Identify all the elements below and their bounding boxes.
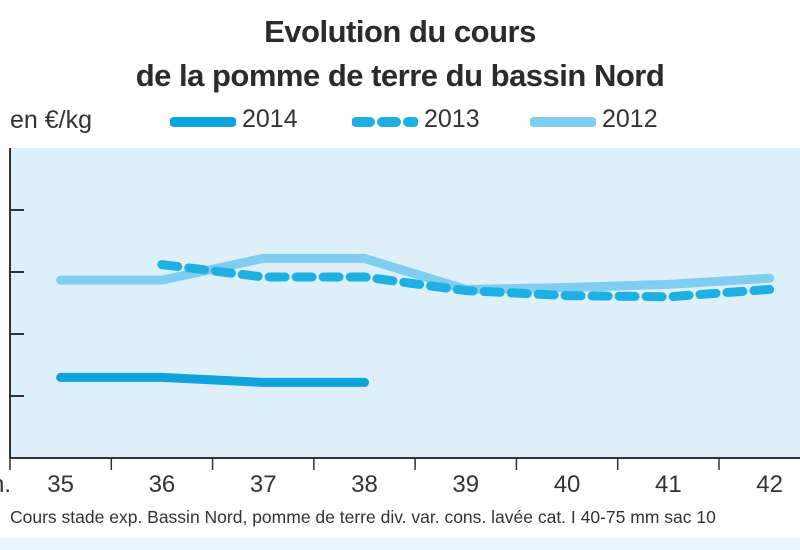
- line-chart: n. 35 36 37 38 39 40 41 42: [0, 148, 800, 498]
- plot-area: [10, 148, 800, 458]
- x-tick-prefix: n.: [0, 471, 11, 498]
- chart-title-line-1: Evolution du cours: [264, 14, 536, 49]
- series-line-2014: [56, 372, 369, 387]
- chart-source-footnote: Cours stade exp. Bassin Nord, pomme de t…: [10, 507, 716, 527]
- chart-title-line-2: de la pomme de terre du bassin Nord: [135, 58, 665, 93]
- legend-swatch-2014: [170, 117, 236, 127]
- legend-swatch-2012: [530, 117, 596, 127]
- x-tick-label-35: 35: [47, 471, 74, 498]
- x-tick-label-42: 42: [756, 471, 783, 498]
- x-tick-label-36: 36: [149, 471, 176, 498]
- legend-label-2014: 2014: [242, 105, 298, 133]
- legend-swatch-2013: [352, 117, 418, 127]
- x-tick-label-41: 41: [655, 471, 682, 498]
- x-tick-label-40: 40: [554, 471, 581, 498]
- x-tick-label-37: 37: [250, 471, 277, 498]
- series-line-2012: [56, 253, 775, 294]
- x-tick-label-39: 39: [452, 471, 479, 498]
- legend-label-2013: 2013: [424, 105, 480, 133]
- legend-label-2012: 2012: [602, 105, 658, 133]
- x-tick-label-38: 38: [351, 471, 378, 498]
- footer-band: [0, 538, 800, 550]
- y-axis-unit-label: en €/kg: [10, 106, 93, 134]
